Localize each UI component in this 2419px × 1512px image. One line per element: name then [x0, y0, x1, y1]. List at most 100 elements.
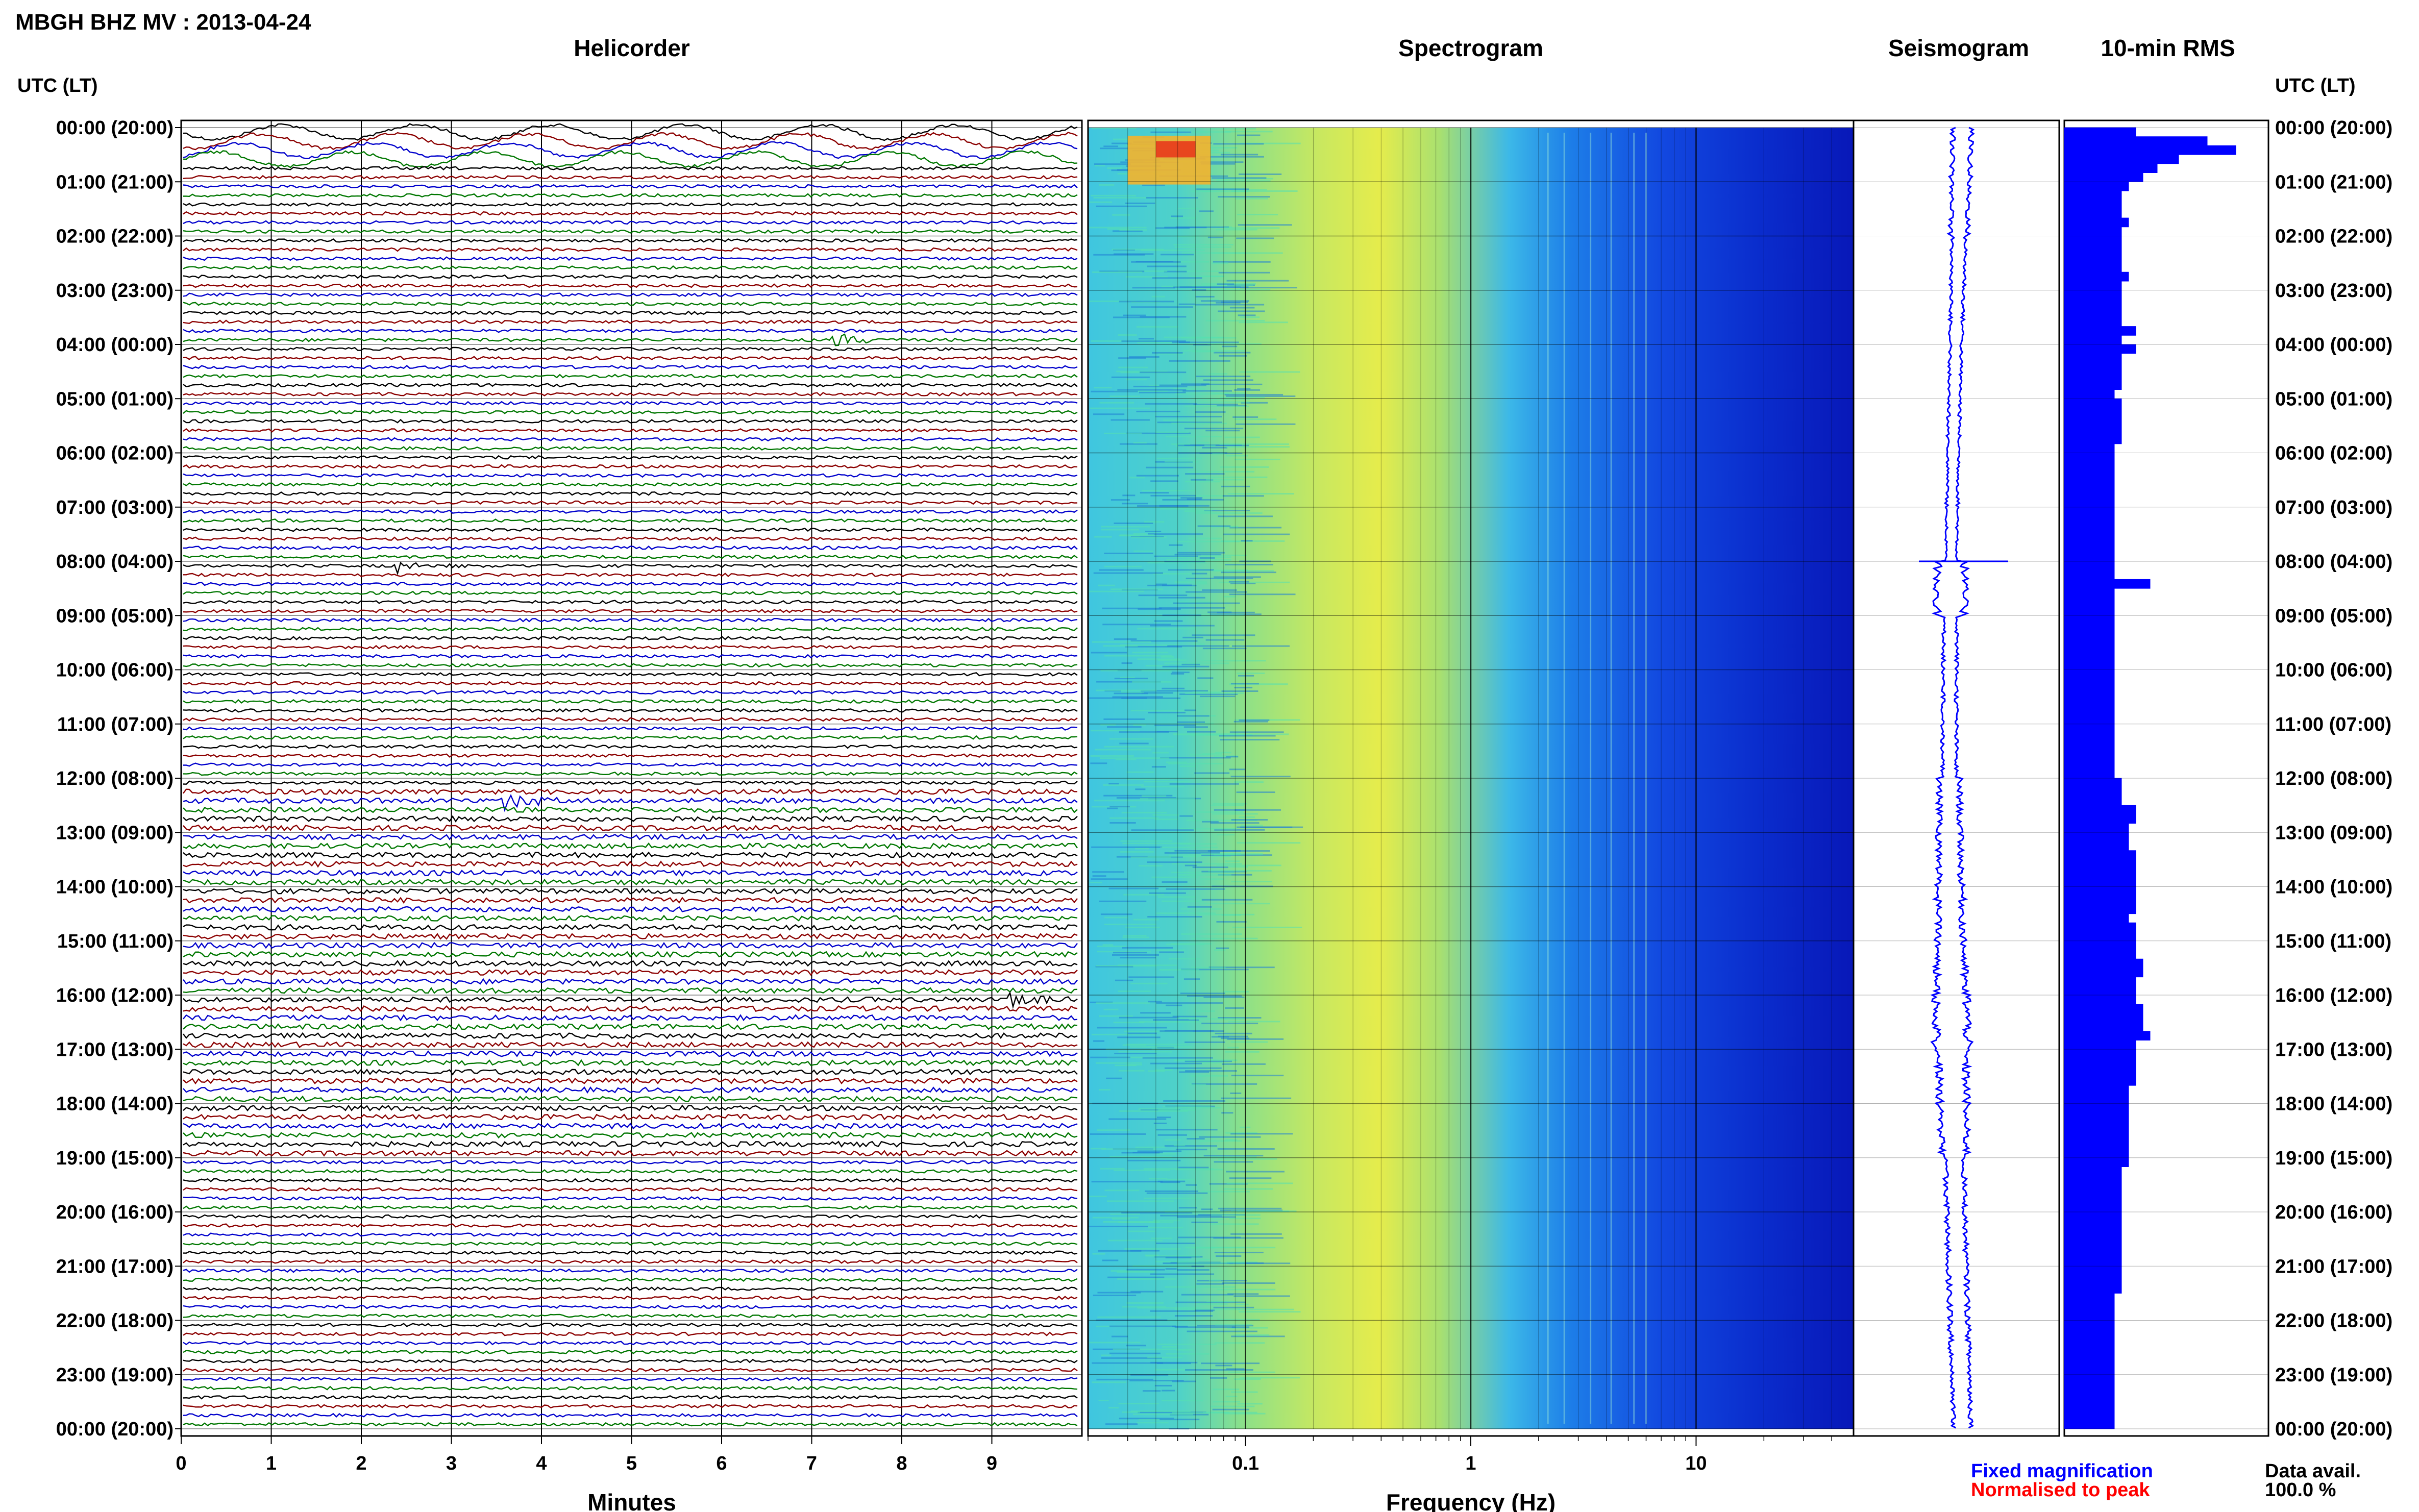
spectrogram-streak: [1201, 821, 1219, 823]
spectrogram-streak: [1162, 900, 1204, 902]
helicorder-trace: [183, 726, 1078, 731]
spectrogram-streak: [1114, 638, 1137, 640]
spectrogram-streak: [1099, 402, 1134, 404]
hour-label-right: 15:00 (11:00): [2275, 931, 2391, 952]
helicorder-trace: [183, 860, 1078, 868]
hour-label-left: 12:00 (08:00): [56, 768, 174, 789]
spectrogram-streak: [1157, 422, 1223, 424]
spectrogram-streak: [1131, 306, 1194, 308]
helicorder-trace: [183, 1259, 1078, 1264]
spectrogram-streak: [1116, 370, 1168, 373]
spectrogram-streak: [1115, 1064, 1137, 1067]
spectrogram-streak: [1239, 371, 1300, 373]
spectrogram-streak: [1237, 134, 1261, 136]
spectrogram-streak: [1196, 376, 1251, 378]
helicorder-trace: [183, 1304, 1078, 1309]
hour-label-left: 00:00 (20:00): [56, 1419, 174, 1440]
spectrogram-streak: [1108, 887, 1159, 889]
spectrogram-streak: [1092, 1102, 1158, 1104]
spectrogram-streak: [1096, 1319, 1168, 1321]
spectrogram-streak: [1090, 730, 1140, 732]
helicorder-trace: [183, 1095, 1078, 1103]
spectrogram-streak: [1225, 131, 1273, 133]
helicorder-trace: [183, 482, 1078, 487]
spectrogram-streak: [1236, 423, 1296, 425]
spectrogram-streak: [1235, 1303, 1249, 1305]
spectrogram-streak: [1213, 261, 1271, 263]
spectrogram-streak: [1172, 341, 1239, 343]
spectrogram-streak: [1151, 766, 1166, 768]
spectrogram-streak: [1104, 746, 1174, 748]
spectrogram-streak: [1154, 1384, 1172, 1386]
spectrogram-streak: [1200, 878, 1225, 880]
helicorder-trace: [183, 491, 1078, 496]
spectrogram-streak: [1097, 1316, 1161, 1318]
spectrogram-streak: [1196, 188, 1249, 190]
helicorder-trace: [183, 428, 1078, 433]
spectrogram-streak: [1121, 1152, 1160, 1154]
spectrogram-streak: [1217, 1319, 1260, 1321]
spectrogram-streak: [1196, 723, 1214, 725]
spectrogram-streak: [1174, 554, 1222, 556]
spectrogram-streak: [1134, 848, 1149, 850]
spectrogram-streak: [1151, 876, 1198, 878]
utc-label-right: UTC (LT): [2275, 75, 2356, 96]
helicorder-trace: [183, 1412, 1078, 1418]
spectrogram-streak: [1218, 874, 1252, 876]
helicorder-trace: [183, 717, 1078, 722]
spectrogram-streak: [1184, 709, 1196, 711]
helicorder-trace: [183, 806, 1078, 813]
helicorder-trace: [183, 1178, 1078, 1183]
hour-label-right: 01:00 (21:00): [2275, 171, 2392, 193]
helicorder-trace: [183, 627, 1078, 632]
spectrogram-streak: [1091, 1148, 1106, 1150]
spectrogram-streak: [1123, 314, 1146, 316]
spectrogram-streak: [1101, 529, 1139, 531]
spectrogram-streak: [1113, 1348, 1178, 1350]
spectrogram-streak: [1218, 196, 1270, 198]
spectrogram-streak: [1132, 1265, 1187, 1267]
spectrogram-streak: [1118, 366, 1148, 368]
helicorder-trace: [183, 690, 1078, 695]
spectrogram-streak: [1107, 807, 1118, 809]
spectrogram-streak: [1150, 1273, 1215, 1275]
spectrogram-streak: [1120, 957, 1156, 959]
spectrogram-streak: [1214, 829, 1265, 831]
spectrogram-streak: [1222, 495, 1264, 497]
spectrogram-streak: [1226, 280, 1289, 282]
spectrogram-streak: [1103, 1221, 1160, 1223]
spectrogram-streak: [1216, 864, 1281, 866]
spectrogram-streak: [1195, 304, 1265, 306]
helicorder-trace: [183, 1358, 1078, 1364]
spectrogram-streak: [1174, 850, 1241, 852]
seismogram-frame: [1853, 119, 2060, 1437]
spectrogram-streak: [1137, 1150, 1182, 1152]
spectrogram-streak: [1223, 1188, 1273, 1190]
helicorder-trace: [183, 617, 1078, 623]
spectrogram-streak: [1218, 310, 1265, 312]
spectrogram-streak: [1240, 287, 1297, 289]
spectrogram-streak: [1088, 1225, 1148, 1227]
helicorder-trace: [183, 753, 1078, 758]
spectrogram-streak: [1186, 820, 1258, 822]
spectrogram-streak: [1123, 894, 1165, 896]
spectrogram-streak: [1133, 724, 1147, 726]
spectrogram-streak: [1107, 1240, 1163, 1242]
spectrogram-streak: [1187, 1138, 1205, 1140]
spectrogram-streak: [1147, 855, 1198, 857]
spectrogram-streak: [1137, 1307, 1200, 1309]
spectrogram-streak: [1171, 943, 1212, 945]
spectrogram-streak: [1166, 1178, 1196, 1180]
helicorder-trace: [183, 1395, 1078, 1400]
spectrogram-streak: [1197, 398, 1250, 400]
spectrogram-streak: [1179, 765, 1198, 767]
hour-label-left: 11:00 (07:00): [57, 714, 174, 735]
hour-label-left: 22:00 (18:00): [56, 1310, 174, 1332]
spectrogram-streak: [1165, 1067, 1222, 1069]
spectrogram-streak: [1090, 1133, 1146, 1135]
spectrogram-streak: [1214, 809, 1281, 811]
spectrogram-streak: [1122, 842, 1191, 845]
spectrogram-streak: [1190, 1083, 1206, 1085]
spectrogram-streak: [1104, 565, 1142, 567]
spectrogram-streak: [1118, 1070, 1145, 1072]
